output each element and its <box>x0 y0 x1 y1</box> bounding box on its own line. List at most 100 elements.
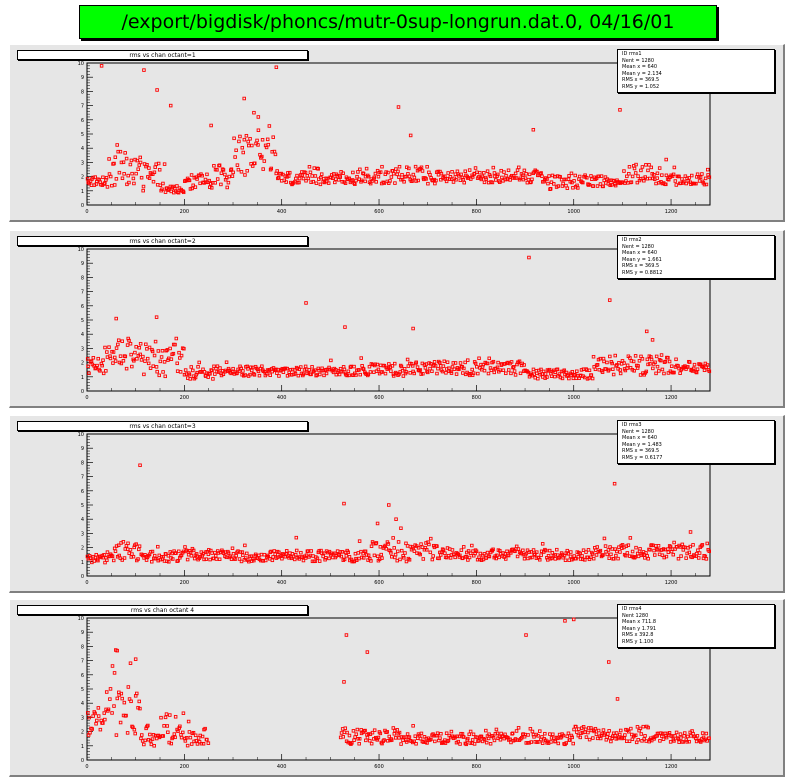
data-point <box>368 738 372 743</box>
data-point <box>484 177 488 181</box>
y-tick-label: 4 <box>81 701 84 707</box>
data-point <box>503 557 508 561</box>
data-point <box>392 732 397 736</box>
data-point <box>148 550 153 554</box>
data-point <box>416 178 420 183</box>
data-point <box>435 731 440 735</box>
data-point <box>318 182 323 187</box>
data-point <box>653 553 657 557</box>
data-point <box>112 183 117 187</box>
data-point <box>608 354 612 359</box>
data-point <box>375 362 380 367</box>
data-point <box>524 633 528 637</box>
data-point <box>590 376 595 381</box>
data-point <box>591 736 595 740</box>
data-point <box>345 730 349 735</box>
data-point <box>95 363 99 368</box>
data-point <box>674 357 678 362</box>
stats-rms-x: RMS x = 369.5 <box>622 263 660 270</box>
data-point <box>188 550 193 555</box>
data-point <box>174 336 179 341</box>
y-tick-label: 5 <box>81 318 84 324</box>
y-tick-label: 9 <box>81 630 84 636</box>
data-point <box>174 551 178 555</box>
data-point <box>132 727 137 732</box>
data-point <box>404 738 408 742</box>
data-point <box>389 175 394 179</box>
data-point <box>252 110 256 115</box>
data-point <box>641 724 646 729</box>
data-point <box>402 367 407 371</box>
data-point <box>568 738 572 742</box>
data-point <box>248 372 252 377</box>
data-point <box>566 731 571 736</box>
data-point <box>225 185 229 190</box>
x-tick-label: 1000 <box>567 209 580 215</box>
data-point <box>375 521 380 526</box>
y-tick-label: 7 <box>81 104 84 110</box>
data-point <box>105 350 109 354</box>
data-point <box>317 549 321 553</box>
data-point <box>491 359 496 364</box>
data-point <box>634 545 638 550</box>
data-point <box>166 554 171 558</box>
data-point <box>516 547 521 551</box>
data-point <box>669 364 674 368</box>
data-point <box>341 171 345 175</box>
data-point <box>376 554 380 559</box>
data-point <box>555 736 560 741</box>
data-point <box>707 549 711 553</box>
data-point <box>173 342 177 347</box>
data-point <box>618 368 622 372</box>
data-point <box>701 735 706 740</box>
data-point <box>316 167 320 171</box>
data-point <box>522 168 527 173</box>
data-point <box>462 366 466 371</box>
stats-rms-x: RMS x = 369.5 <box>622 77 660 84</box>
data-point <box>553 739 558 744</box>
data-point <box>402 555 406 560</box>
data-point <box>98 369 102 373</box>
data-point <box>135 357 139 361</box>
data-point <box>450 548 455 552</box>
data-point <box>122 700 127 705</box>
data-point <box>609 739 613 744</box>
data-point <box>116 338 121 342</box>
data-point <box>311 179 315 184</box>
data-point <box>296 373 301 378</box>
data-point <box>253 161 257 166</box>
data-point <box>687 360 692 364</box>
data-point <box>668 740 673 744</box>
data-point <box>125 731 130 735</box>
data-point <box>341 735 345 739</box>
data-point <box>116 543 121 548</box>
data-point <box>365 650 370 654</box>
data-point <box>573 173 578 178</box>
data-point <box>496 360 500 365</box>
data-point <box>609 178 613 182</box>
data-point <box>380 370 385 374</box>
data-point <box>410 364 415 368</box>
data-point <box>346 369 351 374</box>
hist-title: rms vs chan octant=1 <box>17 50 308 60</box>
data-point <box>133 350 137 355</box>
data-point <box>704 557 709 561</box>
data-point <box>458 742 462 746</box>
data-point <box>493 732 498 736</box>
data-point <box>340 370 345 374</box>
x-tick-label: 600 <box>374 580 384 586</box>
data-point <box>482 552 487 556</box>
data-point <box>156 349 161 353</box>
data-point <box>532 735 536 739</box>
data-point <box>102 553 106 557</box>
data-point <box>186 719 191 724</box>
data-point <box>195 177 199 181</box>
data-point <box>467 168 472 172</box>
data-point <box>197 360 201 365</box>
data-point <box>410 179 415 183</box>
data-point <box>534 550 539 554</box>
data-point <box>663 359 668 364</box>
data-point <box>108 697 112 701</box>
stats-id: ID rms3 <box>622 422 642 428</box>
data-point <box>645 357 650 362</box>
